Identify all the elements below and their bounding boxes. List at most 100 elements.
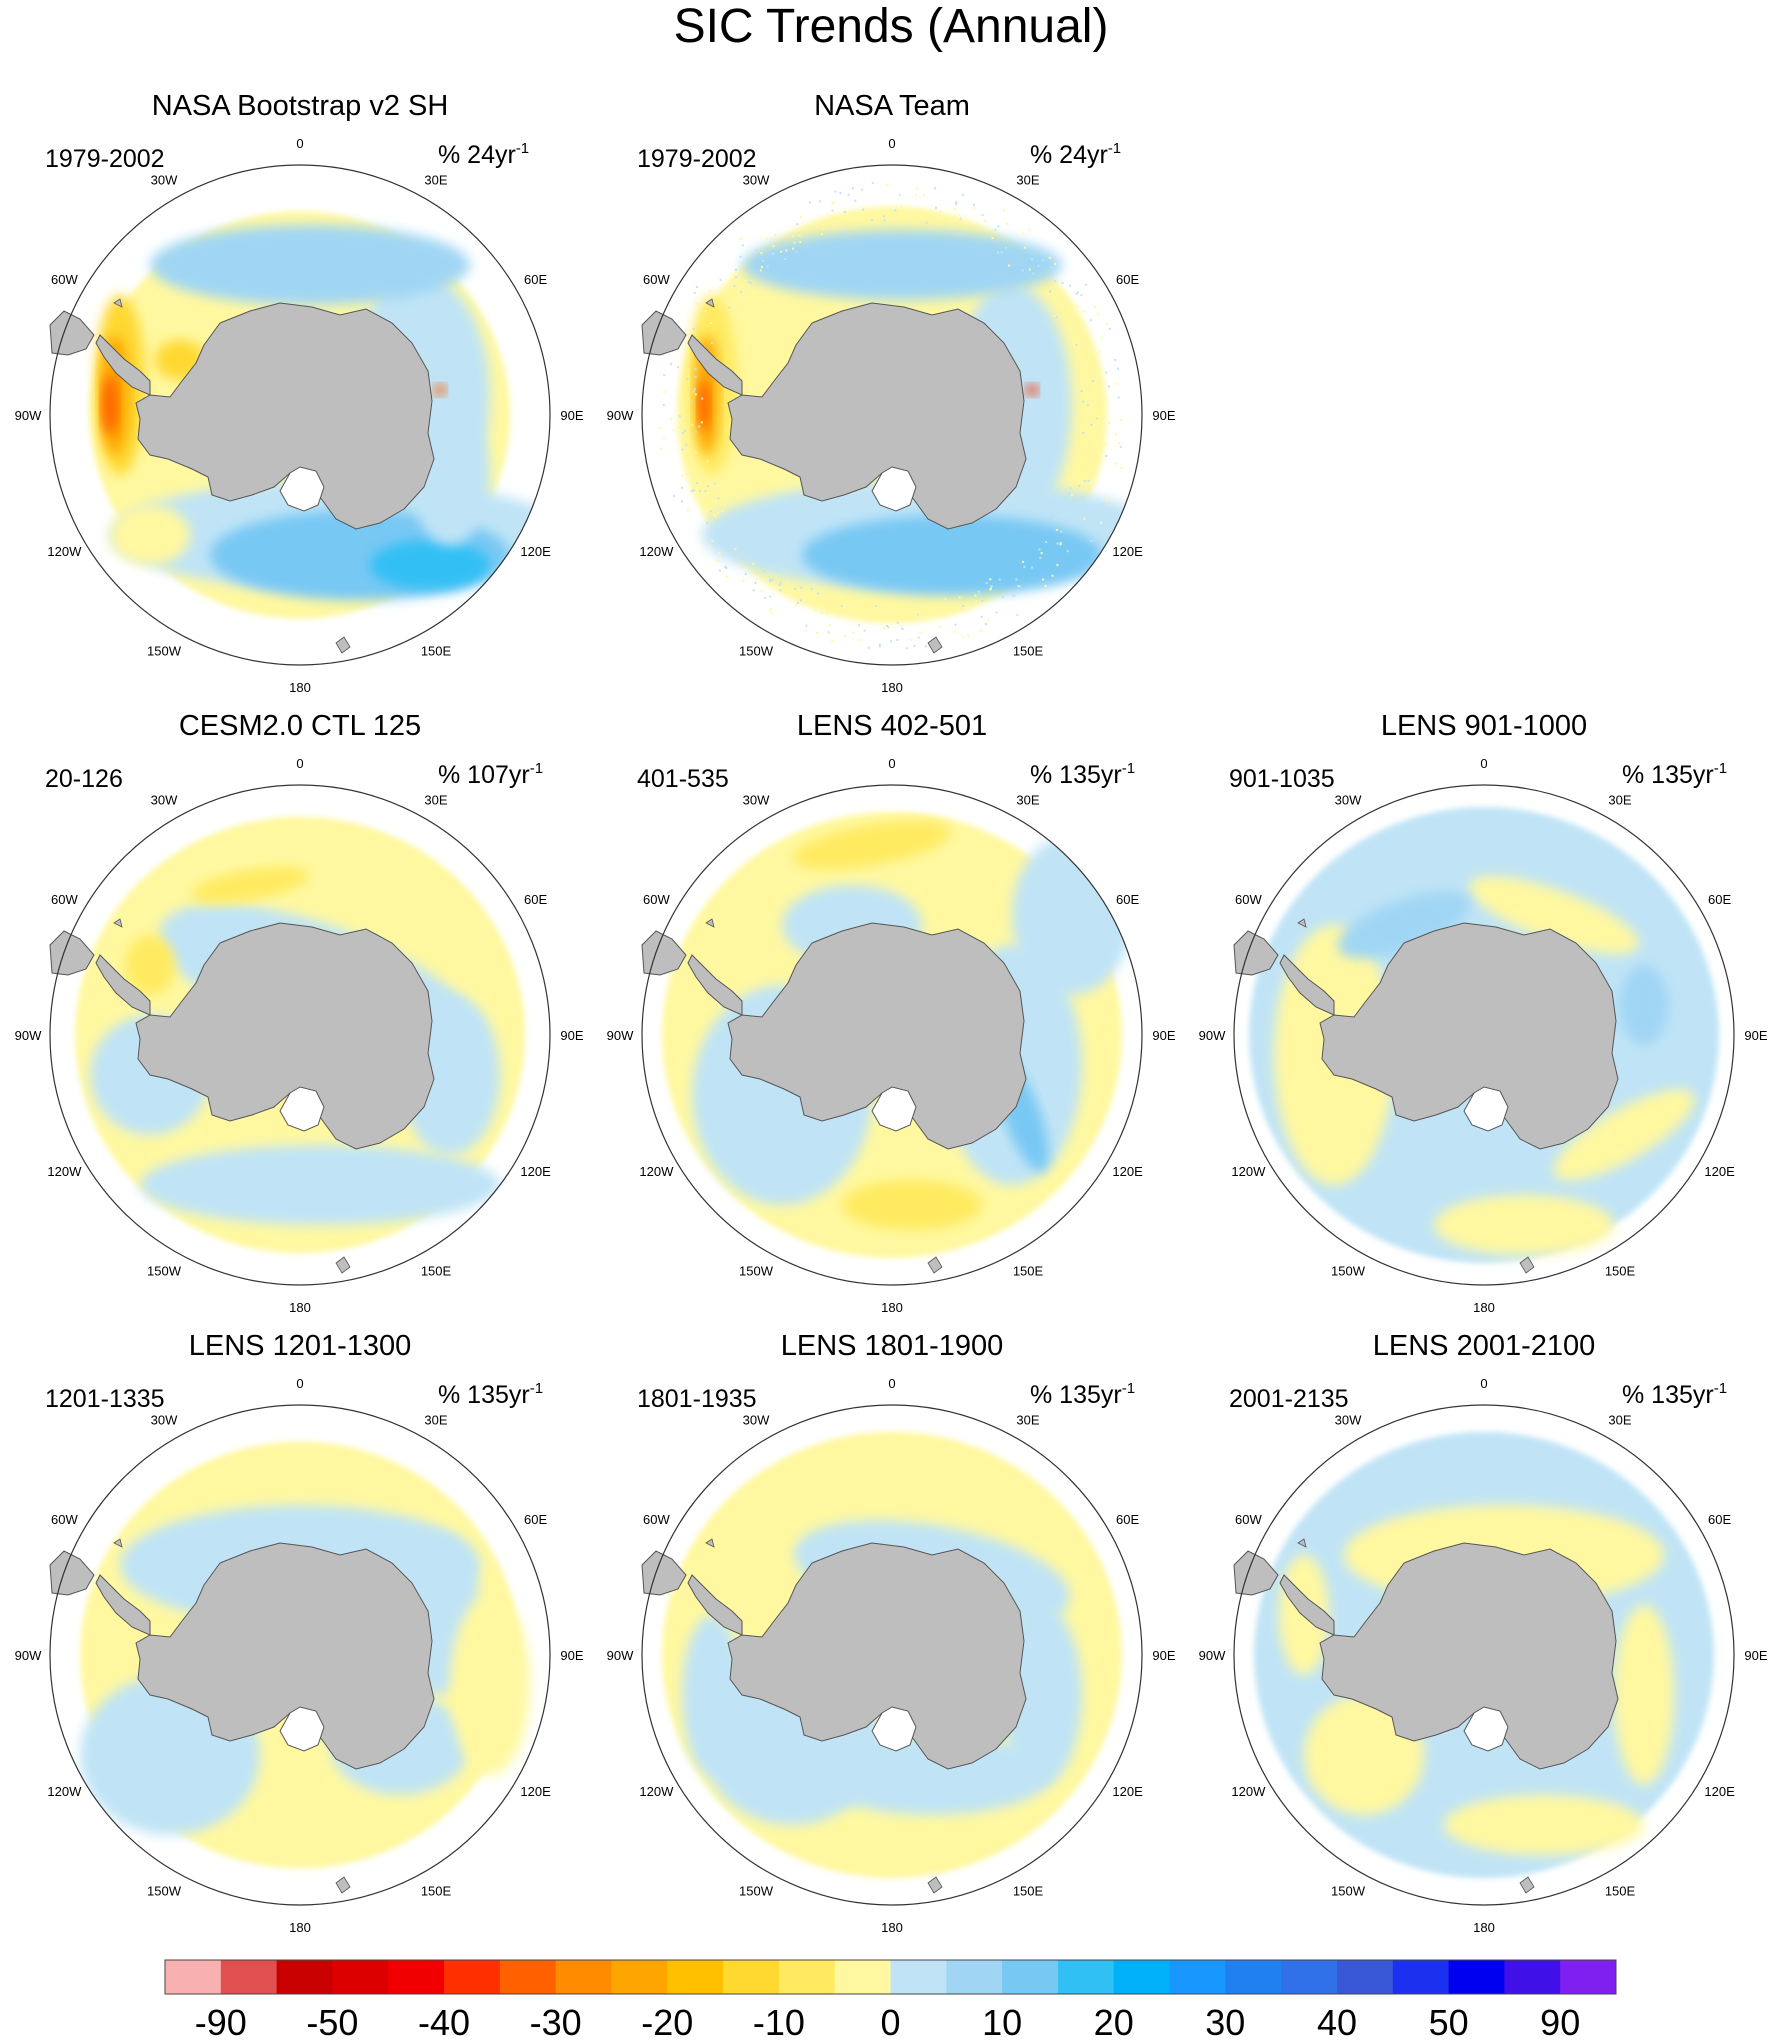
- trend-speckle: [1075, 343, 1078, 346]
- trend-speckle: [1083, 310, 1086, 313]
- trend-speckle: [952, 231, 955, 234]
- longitude-label: 30W: [1335, 1412, 1362, 1427]
- trend-speckle: [1023, 246, 1026, 249]
- south-america-tip: [641, 930, 687, 976]
- colorbar-swatch: [555, 1960, 612, 1994]
- trend-speckle: [828, 624, 831, 627]
- longitude-label: 30E: [1016, 1412, 1039, 1427]
- trend-speckle: [1100, 336, 1103, 339]
- antarctic-peninsula: [95, 1574, 151, 1636]
- trend-speckle: [1071, 329, 1074, 332]
- trend-speckle: [1082, 432, 1085, 434]
- trend-speckle: [998, 578, 1001, 581]
- island: [1297, 1538, 1307, 1548]
- trend-speckle: [938, 626, 941, 629]
- longitude-label: 120E: [520, 544, 551, 559]
- trend-speckle: [690, 401, 693, 404]
- trend-speckle: [1097, 313, 1099, 316]
- trend-speckle: [1078, 485, 1081, 488]
- trend-speckle: [772, 252, 775, 255]
- trend-speckle: [1056, 542, 1059, 545]
- trend-speckle: [874, 605, 877, 608]
- trend-speckle: [854, 609, 856, 611]
- trend-speckle: [706, 460, 709, 463]
- trend-speckle: [725, 566, 728, 569]
- trend-speckle: [718, 551, 721, 554]
- trend-speckle: [1068, 520, 1071, 523]
- longitude-label: 90E: [560, 1648, 583, 1663]
- longitude-label: 60W: [643, 272, 670, 287]
- trend-speckle: [1072, 342, 1074, 345]
- trend-speckle: [738, 564, 741, 567]
- trend-speckle: [808, 201, 811, 204]
- ross-ice-shelf-gap: [279, 466, 325, 512]
- island: [113, 298, 123, 308]
- longitude-label: 150E: [1605, 1264, 1636, 1279]
- trend-speckle: [839, 191, 842, 194]
- longitude-label: 0: [1480, 1376, 1487, 1391]
- trend-speckle: [769, 237, 772, 240]
- trend-speckle: [694, 430, 697, 433]
- panel-title: NASA Team: [814, 90, 970, 122]
- trend-speckle: [796, 587, 799, 590]
- longitude-label: 150W: [1331, 1884, 1366, 1899]
- trend-speckle: [827, 631, 830, 634]
- trend-speckle: [896, 621, 899, 624]
- trend-speckle: [822, 228, 825, 231]
- longitude-label: 120E: [1704, 1164, 1735, 1179]
- trend-speckle: [692, 327, 695, 330]
- trend-speckle: [701, 397, 704, 400]
- island: [927, 1256, 943, 1274]
- trend-speckle: [852, 631, 855, 634]
- longitude-label: 90W: [1199, 1028, 1226, 1043]
- ross-ice-shelf-gap: [1463, 1086, 1509, 1132]
- trend-speckle: [863, 629, 866, 632]
- south-america-tip: [49, 930, 95, 976]
- trend-speckle: [870, 218, 873, 221]
- trend-speckle: [700, 421, 703, 424]
- trend-speckle: [1076, 305, 1079, 308]
- trend-speckle: [1054, 518, 1057, 521]
- trend-speckle: [1031, 566, 1034, 569]
- trend-speckle: [698, 425, 701, 428]
- trend-speckle: [878, 643, 881, 646]
- trend-speckle: [883, 219, 886, 222]
- antarctic-peninsula: [1279, 1574, 1335, 1636]
- trend-speckle: [719, 278, 722, 281]
- trend-speckle: [986, 619, 989, 622]
- longitude-label: 60E: [524, 1512, 547, 1527]
- trend-speckle: [989, 578, 992, 581]
- colorbar-swatch: [220, 1960, 278, 1994]
- trend-speckle: [1114, 462, 1117, 465]
- trend-speckle: [990, 587, 992, 590]
- trend-speckle: [883, 215, 885, 218]
- trend-speckle: [1072, 520, 1075, 523]
- trend-speckle: [1051, 574, 1054, 577]
- panel-units: % 135yr-1: [438, 1380, 543, 1409]
- trend-speckle: [775, 569, 778, 572]
- longitude-label: 180: [881, 1920, 903, 1935]
- trend-region: [1026, 384, 1038, 396]
- longitude-label: 150E: [421, 644, 452, 659]
- panel-period: 1201-1335: [45, 1385, 165, 1413]
- map-panel: LENS 2001-2100 2001-2135 % 135yr-1 0 30E 60E 9…: [1199, 1330, 1768, 1935]
- longitude-label: 0: [888, 1376, 895, 1391]
- trend-speckle: [1090, 540, 1093, 542]
- trend-speckle: [1105, 371, 1108, 374]
- longitude-label: 30E: [424, 1412, 447, 1427]
- trend-speckle: [709, 544, 712, 547]
- trend-speckle: [831, 209, 834, 212]
- panel-period: 901-1035: [1229, 765, 1335, 793]
- trend-speckle: [1071, 325, 1074, 328]
- longitude-label: 120E: [1112, 544, 1143, 559]
- colorbar-label: -50: [306, 2002, 358, 2043]
- antarctic-peninsula: [687, 334, 743, 396]
- south-america-tip: [49, 310, 95, 356]
- map-panel: LENS 901-1000 901-1035 % 135yr-1 0 30E 60E 90E…: [1199, 710, 1768, 1315]
- trend-speckle: [816, 590, 819, 593]
- trend-speckle: [1100, 450, 1103, 453]
- trend-speckle: [1070, 499, 1073, 502]
- trend-speckle: [752, 589, 755, 592]
- trend-speckle: [817, 592, 819, 595]
- longitude-label: 120W: [1231, 1164, 1266, 1179]
